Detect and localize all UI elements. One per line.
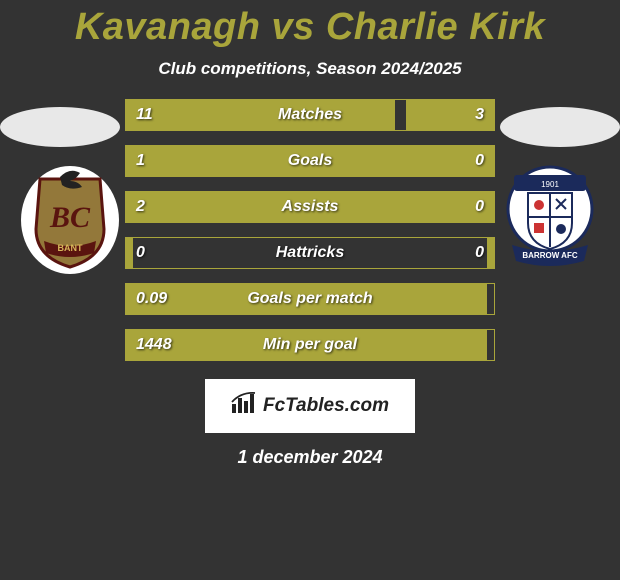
- stat-row: 10Goals: [125, 145, 495, 177]
- stat-label: Hattricks: [126, 244, 494, 262]
- branding-badge: FcTables.com: [205, 379, 415, 433]
- svg-text:BC: BC: [49, 201, 91, 234]
- stat-label: Goals: [126, 152, 494, 170]
- stat-row: 1448Min per goal: [125, 329, 495, 361]
- comparison-panel: BC BANT 1901 BARROW AFC 113Matches 10Goal…: [0, 99, 620, 468]
- left-team-crest: BC BANT: [20, 165, 120, 275]
- stat-label: Matches: [126, 106, 494, 124]
- stat-row: 0.09Goals per match: [125, 283, 495, 315]
- snapshot-date: 1 december 2024: [0, 447, 620, 468]
- right-team-crest: 1901 BARROW AFC: [500, 165, 600, 275]
- stats-bars: 113Matches 10Goals 20Assists 00Hattricks 0.0…: [125, 99, 495, 361]
- stat-label: Goals per match: [126, 290, 494, 308]
- left-player-silhouette: [0, 107, 120, 147]
- stat-label: Assists: [126, 198, 494, 216]
- svg-text:BARROW AFC: BARROW AFC: [522, 251, 577, 260]
- svg-text:BANT: BANT: [58, 243, 83, 253]
- page-title: Kavanagh vs Charlie Kirk: [0, 0, 620, 49]
- bar-chart-icon: [231, 392, 257, 420]
- stat-row: 20Assists: [125, 191, 495, 223]
- stat-row: 00Hattricks: [125, 237, 495, 269]
- right-player-silhouette: [500, 107, 620, 147]
- stat-label: Min per goal: [126, 336, 494, 354]
- svg-text:1901: 1901: [541, 180, 559, 189]
- branding-text: FcTables.com: [263, 395, 389, 417]
- stat-row: 113Matches: [125, 99, 495, 131]
- page-subtitle: Club competitions, Season 2024/2025: [0, 59, 620, 79]
